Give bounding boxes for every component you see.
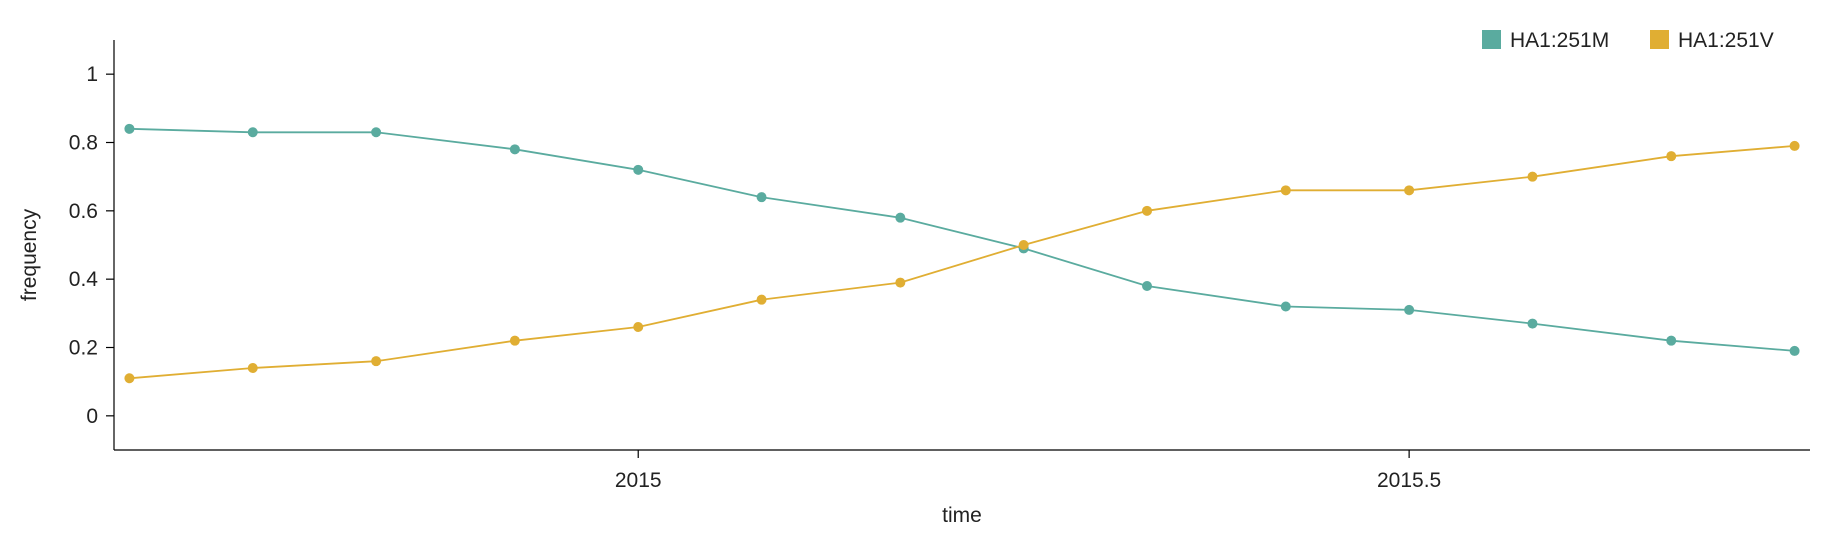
x-axis-title: time [942,504,982,527]
legend-swatch [1650,30,1669,49]
data-point[interactable] [1527,318,1538,329]
data-point[interactable] [124,123,135,134]
data-point[interactable] [1666,335,1677,346]
series-line [129,145,1795,380]
data-point[interactable] [371,356,382,367]
data-point[interactable] [895,277,906,288]
data-point[interactable] [247,127,258,138]
data-point[interactable] [509,144,520,155]
legend-swatch [1482,30,1501,49]
data-point[interactable] [1404,304,1415,315]
data-point[interactable] [509,335,520,346]
data-point[interactable] [1018,240,1029,250]
data-point[interactable] [756,294,767,305]
y-tick-label: 0 [86,405,98,428]
data-point[interactable] [1789,140,1800,151]
data-point[interactable] [633,322,644,332]
data-point[interactable] [124,373,135,384]
data-point[interactable] [1527,171,1538,182]
data-point[interactable] [1666,151,1677,162]
legend-item[interactable]: HA1:251V [1650,29,1774,52]
data-point[interactable] [1404,185,1415,196]
y-tick-label: 0.8 [69,132,98,155]
legend-label: HA1:251V [1678,29,1774,52]
legend-item[interactable]: HA1:251M [1482,29,1609,52]
data-point[interactable] [1280,185,1291,196]
data-point[interactable] [1142,205,1153,216]
axes: 0 0.2 0.4 0.6 0.8 1 2015 2015.5 [69,40,1810,492]
data-point[interactable] [1789,345,1800,356]
data-point[interactable] [371,127,382,138]
data-point[interactable] [1280,301,1291,312]
y-tick-label: 0.4 [69,268,99,291]
x-tick-label: 2015.5 [1377,469,1441,492]
y-tick-label: 0.2 [69,337,98,360]
x-tick-label: 2015 [615,469,662,492]
data-point[interactable] [895,212,906,223]
y-axis-title: frequency [18,208,41,301]
data-point[interactable] [247,363,258,373]
data-point[interactable] [756,192,767,203]
series-HA1:251V [124,140,1800,384]
y-tick-label: 0.6 [69,200,98,223]
legend: HA1:251M HA1:251V [1482,29,1774,52]
plot-area [124,123,1800,384]
legend-label: HA1:251M [1510,29,1609,52]
series-HA1:251M [124,123,1800,356]
series-line [129,127,1795,352]
data-point[interactable] [1142,281,1153,291]
y-tick-label: 1 [86,63,98,86]
data-point[interactable] [633,164,644,175]
